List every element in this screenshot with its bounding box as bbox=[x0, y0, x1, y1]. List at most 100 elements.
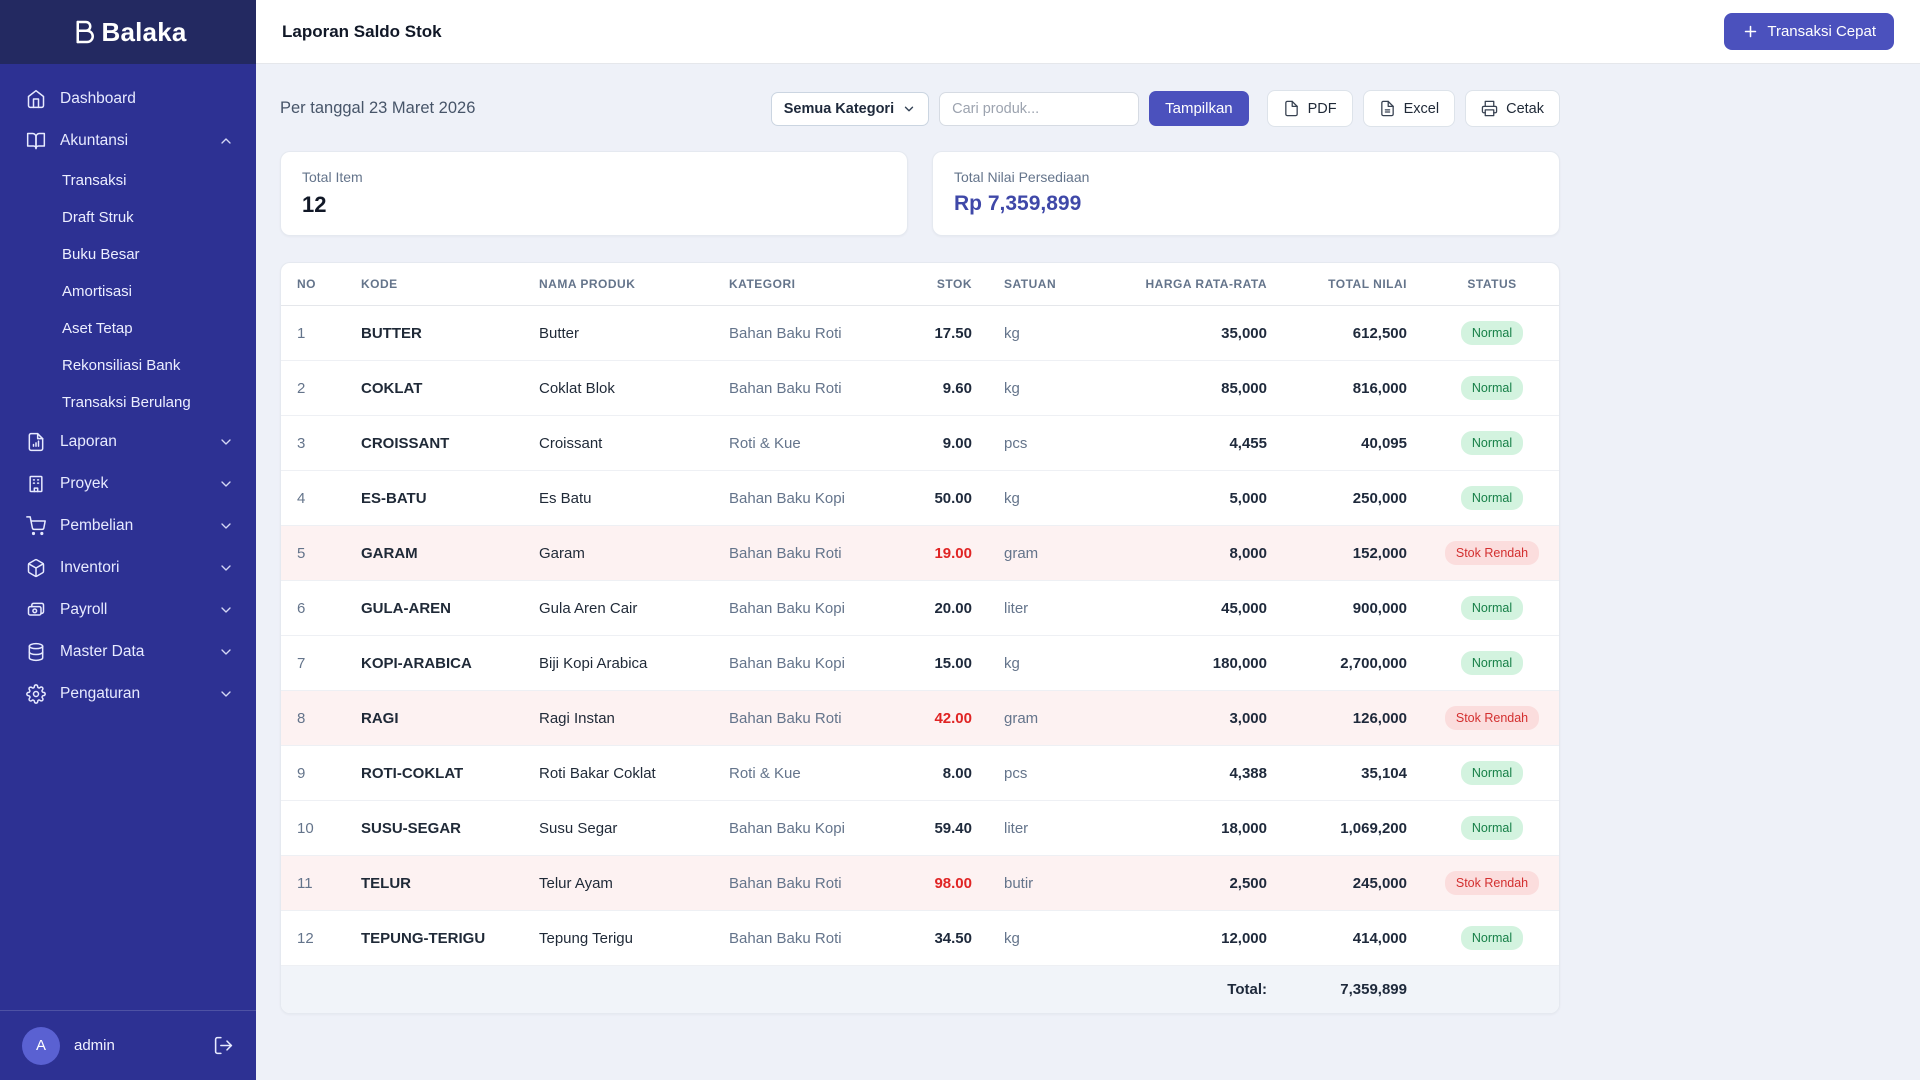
cell-total-nilai: 126,000 bbox=[1283, 690, 1423, 746]
page-title: Laporan Saldo Stok bbox=[282, 21, 442, 41]
cell-nama-produk: Tepung Terigu bbox=[523, 910, 713, 966]
cell-kategori: Bahan Baku Roti bbox=[713, 855, 883, 911]
sidebar-item-payroll[interactable]: Payroll bbox=[0, 589, 256, 631]
cell-no: 5 bbox=[281, 525, 345, 581]
cell-satuan: pcs bbox=[988, 745, 1103, 801]
sidebar-item-inventori[interactable]: Inventori bbox=[0, 547, 256, 589]
cell-harga-rata-rata: 85,000 bbox=[1103, 360, 1283, 416]
cell-kategori: Bahan Baku Roti bbox=[713, 525, 883, 581]
total-value-card: Total Nilai Persediaan Rp 7,359,899 bbox=[932, 151, 1560, 236]
cell-kode: TELUR bbox=[345, 855, 523, 911]
main-area: Laporan Saldo Stok Transaksi Cepat Per t… bbox=[256, 0, 1920, 1080]
cell-satuan: pcs bbox=[988, 415, 1103, 471]
cell-kode: BUTTER bbox=[345, 305, 523, 361]
col-harga-rata-rata: HARGA RATA-RATA bbox=[1103, 263, 1283, 306]
print-button[interactable]: Cetak bbox=[1465, 90, 1560, 127]
cell-status: Normal bbox=[1423, 745, 1559, 801]
status-badge: Normal bbox=[1460, 376, 1524, 400]
pdf-button[interactable]: PDF bbox=[1266, 90, 1353, 127]
submenu-item-buku-besar[interactable]: Buku Besar bbox=[62, 246, 140, 263]
cell-stok: 9.60 bbox=[883, 360, 988, 416]
sidebar-item-proyek[interactable]: Proyek bbox=[0, 463, 256, 505]
cell-status: Normal bbox=[1423, 470, 1559, 526]
sidebar-item-pengaturan[interactable]: Pengaturan bbox=[0, 673, 256, 715]
submenu-item-rekonsiliasi-bank[interactable]: Rekonsiliasi Bank bbox=[62, 357, 181, 374]
category-select[interactable]: Semua Kategori bbox=[770, 91, 930, 126]
sidebar-nav: Dashboard Akuntansi Transaksi Draft Stru… bbox=[0, 64, 256, 1010]
logout-button[interactable] bbox=[213, 1035, 234, 1056]
sidebar-item-label: Dashboard bbox=[60, 90, 136, 107]
cell-kode: ROTI-COKLAT bbox=[345, 745, 523, 801]
cell-status: Stok Rendah bbox=[1423, 525, 1559, 581]
cell-satuan: kg bbox=[988, 360, 1103, 416]
database-icon bbox=[28, 642, 44, 662]
status-badge: Normal bbox=[1460, 926, 1524, 950]
submenu-item-amortisasi[interactable]: Amortisasi bbox=[62, 283, 133, 300]
cell-harga-rata-rata: 12,000 bbox=[1103, 910, 1283, 966]
cell-harga-rata-rata: 35,000 bbox=[1103, 305, 1283, 361]
cell-kategori: Bahan Baku Roti bbox=[713, 910, 883, 966]
cell-harga-rata-rata: 8,000 bbox=[1103, 525, 1283, 581]
sidebar-item-master-data[interactable]: Master Data bbox=[0, 631, 256, 673]
submenu-item-draft-struk[interactable]: Draft Struk bbox=[62, 209, 134, 226]
sidebar-item-laporan[interactable]: Laporan bbox=[0, 421, 256, 463]
table-row: 5 GARAM Garam Bahan Baku Roti 19.00 gram… bbox=[281, 525, 1559, 581]
brand-name: Balaka bbox=[101, 16, 187, 47]
chevron-down-icon bbox=[221, 481, 231, 487]
cell-kode: KOPI-ARABICA bbox=[345, 635, 523, 691]
chevron-down-icon bbox=[221, 439, 231, 445]
table-row: 10 SUSU-SEGAR Susu Segar Bahan Baku Kopi… bbox=[281, 800, 1559, 856]
cell-kode: ES-BATU bbox=[345, 470, 523, 526]
sidebar-item-label: Laporan bbox=[60, 433, 117, 450]
cell-satuan: kg bbox=[988, 470, 1103, 526]
cell-no: 12 bbox=[281, 910, 345, 966]
chevron-down-icon bbox=[221, 523, 231, 529]
brand-logo[interactable]: Balaka bbox=[0, 0, 256, 64]
cell-status: Normal bbox=[1423, 635, 1559, 691]
sidebar-item-akuntansi[interactable]: Akuntansi bbox=[0, 120, 256, 162]
spreadsheet-icon bbox=[1380, 100, 1394, 117]
cell-satuan: butir bbox=[988, 855, 1103, 911]
col-status: STATUS bbox=[1423, 263, 1559, 306]
cell-nama-produk: Coklat Blok bbox=[523, 360, 713, 416]
cell-nama-produk: Butter bbox=[523, 305, 713, 361]
akuntansi-submenu: Transaksi Draft Struk Buku Besar Amortis… bbox=[0, 162, 256, 421]
chevron-down-icon bbox=[221, 565, 231, 571]
cell-kategori: Bahan Baku Roti bbox=[713, 690, 883, 746]
cell-harga-rata-rata: 180,000 bbox=[1103, 635, 1283, 691]
submenu-item-aset-tetap[interactable]: Aset Tetap bbox=[62, 320, 133, 337]
cell-kode: COKLAT bbox=[345, 360, 523, 416]
cell-harga-rata-rata: 45,000 bbox=[1103, 580, 1283, 636]
submenu-item-transaksi[interactable]: Transaksi bbox=[62, 172, 127, 189]
cell-total-nilai: 245,000 bbox=[1283, 855, 1423, 911]
show-button[interactable]: Tampilkan bbox=[1149, 91, 1249, 126]
submenu-item-transaksi-berulang[interactable]: Transaksi Berulang bbox=[62, 394, 191, 411]
status-badge: Normal bbox=[1460, 596, 1524, 620]
sidebar-item-pembelian[interactable]: Pembelian bbox=[0, 505, 256, 547]
cell-kode: RAGI bbox=[345, 690, 523, 746]
search-input[interactable] bbox=[939, 91, 1140, 126]
sidebar-item-label: Proyek bbox=[60, 475, 109, 492]
sidebar-item-label: Akuntansi bbox=[60, 132, 129, 149]
cell-kategori: Bahan Baku Roti bbox=[713, 305, 883, 361]
col-stok: STOK bbox=[883, 263, 988, 306]
quick-transaction-button[interactable]: Transaksi Cepat bbox=[1724, 13, 1894, 50]
cell-kategori: Bahan Baku Kopi bbox=[713, 470, 883, 526]
cell-no: 6 bbox=[281, 580, 345, 636]
cell-harga-rata-rata: 4,388 bbox=[1103, 745, 1283, 801]
cell-status: Normal bbox=[1423, 800, 1559, 856]
sidebar-item-dashboard[interactable]: Dashboard bbox=[0, 78, 256, 120]
cell-no: 1 bbox=[281, 305, 345, 361]
cell-total-nilai: 250,000 bbox=[1283, 470, 1423, 526]
col-total-nilai: TOTAL NILAI bbox=[1283, 263, 1423, 306]
cell-total-nilai: 414,000 bbox=[1283, 910, 1423, 966]
cell-stok: 59.40 bbox=[883, 800, 988, 856]
cell-total-nilai: 816,000 bbox=[1283, 360, 1423, 416]
excel-button[interactable]: Excel bbox=[1362, 90, 1456, 127]
table-row: 4 ES-BATU Es Batu Bahan Baku Kopi 50.00 … bbox=[281, 470, 1559, 526]
home-icon bbox=[27, 89, 45, 109]
table-row: 2 COKLAT Coklat Blok Bahan Baku Roti 9.6… bbox=[281, 360, 1559, 416]
cell-stok: 8.00 bbox=[883, 745, 988, 801]
cell-stok: 15.00 bbox=[883, 635, 988, 691]
file-icon bbox=[1284, 100, 1298, 117]
